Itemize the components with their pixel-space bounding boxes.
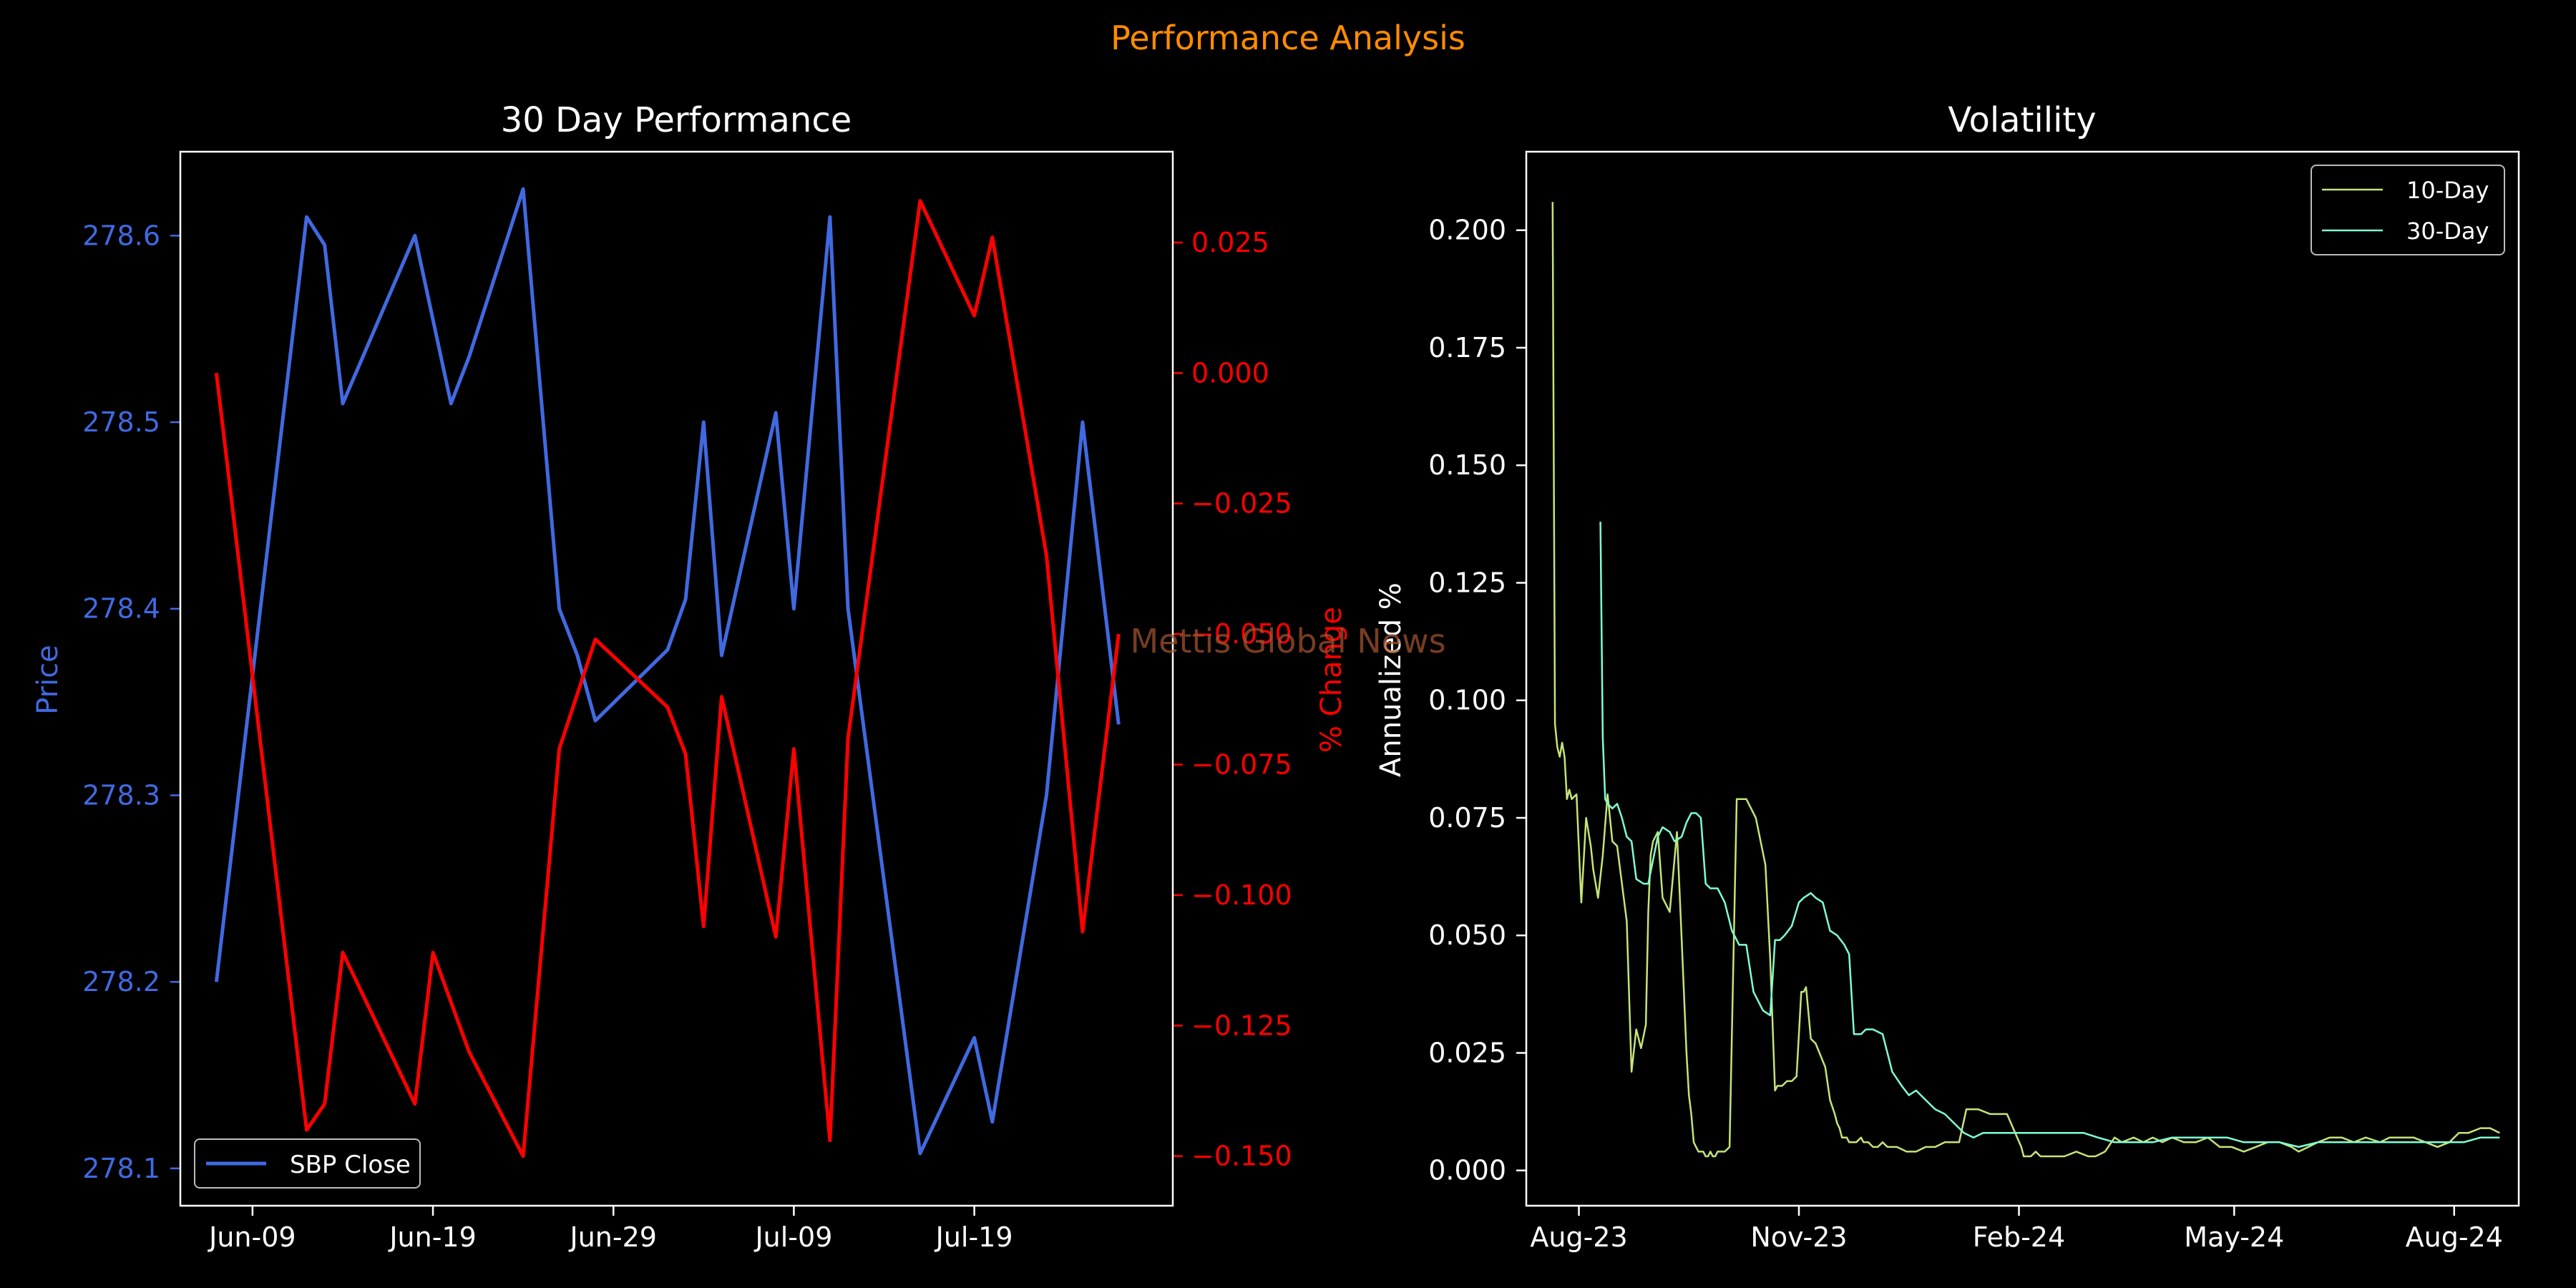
performance-legend-box <box>194 1138 421 1189</box>
y-tick-label: 0.125 <box>1428 567 1506 598</box>
30-day-legend-label: 30-Day <box>2406 218 2489 245</box>
pct-tick-label: 0.025 <box>1191 227 1269 258</box>
pct-tick-label: −0.050 <box>1191 618 1292 650</box>
x-tick-label: Aug-23 <box>1530 1221 1627 1253</box>
performance-chart-frame <box>179 150 1174 1207</box>
performance-chart: 30 Day Performance Jun-09 Jun-19 Jun-29 Jul… <box>31 100 1348 1253</box>
price-axis-label: Price <box>31 645 64 715</box>
performance-chart-ticks: Jun-09 Jun-19 Jun-29 Jul-09 Jul-19 278.1 278.2… <box>82 220 1292 1253</box>
pct-tick-label: −0.025 <box>1191 488 1292 519</box>
x-tick-label: Jun-29 <box>569 1221 657 1253</box>
y-tick-label: 0.075 <box>1428 802 1506 834</box>
volatility-chart-lines <box>1551 202 2500 1158</box>
x-tick-label: Jun-09 <box>208 1221 296 1253</box>
volatility-legend-box <box>2311 165 2505 255</box>
performance-chart-lines <box>214 187 1121 1158</box>
pct-tick-label: −0.150 <box>1191 1141 1292 1172</box>
price-tick-label: 278.2 <box>82 966 160 997</box>
y-tick-label: 0.100 <box>1428 685 1506 716</box>
volatility-chart-title: Volatility <box>1948 100 2096 140</box>
price-tick-label: 278.6 <box>82 220 160 251</box>
sbp-close-line <box>214 187 1121 1156</box>
x-tick-label: Jul-09 <box>753 1221 832 1253</box>
volatility-chart-frame <box>1525 150 2520 1207</box>
x-tick-label: Jun-19 <box>388 1221 476 1253</box>
annualized-axis-label: Annualized % <box>1375 582 1407 777</box>
y-tick-label: 0.000 <box>1428 1155 1506 1186</box>
figure-title: Performance Analysis <box>1111 19 1465 57</box>
volatility-legend: 10-Day 30-Day <box>2311 165 2505 255</box>
x-tick-label: Jul-19 <box>935 1221 1013 1253</box>
10-day-legend-label: 10-Day <box>2406 177 2489 204</box>
performance-chart-title: 30 Day Performance <box>501 100 852 140</box>
price-tick-label: 278.3 <box>82 779 160 811</box>
y-tick-label: 0.150 <box>1428 449 1506 481</box>
price-tick-label: 278.4 <box>82 593 160 625</box>
x-tick-label: Nov-23 <box>1750 1221 1847 1253</box>
pct-change-line <box>214 199 1121 1158</box>
watermark: Mettis Global News <box>1130 622 1445 660</box>
pct-change-axis-label: % Change <box>1315 607 1348 753</box>
pct-tick-label: 0.000 <box>1191 357 1269 389</box>
performance-legend: SBP Close <box>194 1138 421 1189</box>
x-tick-label: Aug-24 <box>2406 1221 2503 1253</box>
pct-tick-label: −0.075 <box>1191 749 1292 781</box>
y-tick-label: 0.175 <box>1428 332 1506 364</box>
pct-tick-label: −0.100 <box>1191 879 1292 911</box>
price-tick-label: 278.1 <box>82 1153 160 1184</box>
volatility-chart-ticks: Aug-23 Nov-23 Feb-24 May-24 Aug-24 0.000 0.025… <box>1428 215 2503 1253</box>
sbp-close-legend-label: SBP Close <box>290 1151 411 1179</box>
pct-tick-label: −0.125 <box>1191 1010 1292 1041</box>
30-day-volatility-line <box>1599 522 2500 1148</box>
x-tick-label: May-24 <box>2184 1221 2284 1253</box>
volatility-chart: Volatility Aug-23 Nov-23 Feb-24 May-24 Aug-2… <box>1375 100 2520 1253</box>
y-tick-label: 0.025 <box>1428 1037 1506 1068</box>
price-tick-label: 278.5 <box>82 406 160 438</box>
x-tick-label: Feb-24 <box>1973 1221 2065 1253</box>
y-tick-label: 0.050 <box>1428 919 1506 951</box>
y-tick-label: 0.200 <box>1428 215 1506 246</box>
10-day-volatility-line <box>1551 202 2500 1158</box>
